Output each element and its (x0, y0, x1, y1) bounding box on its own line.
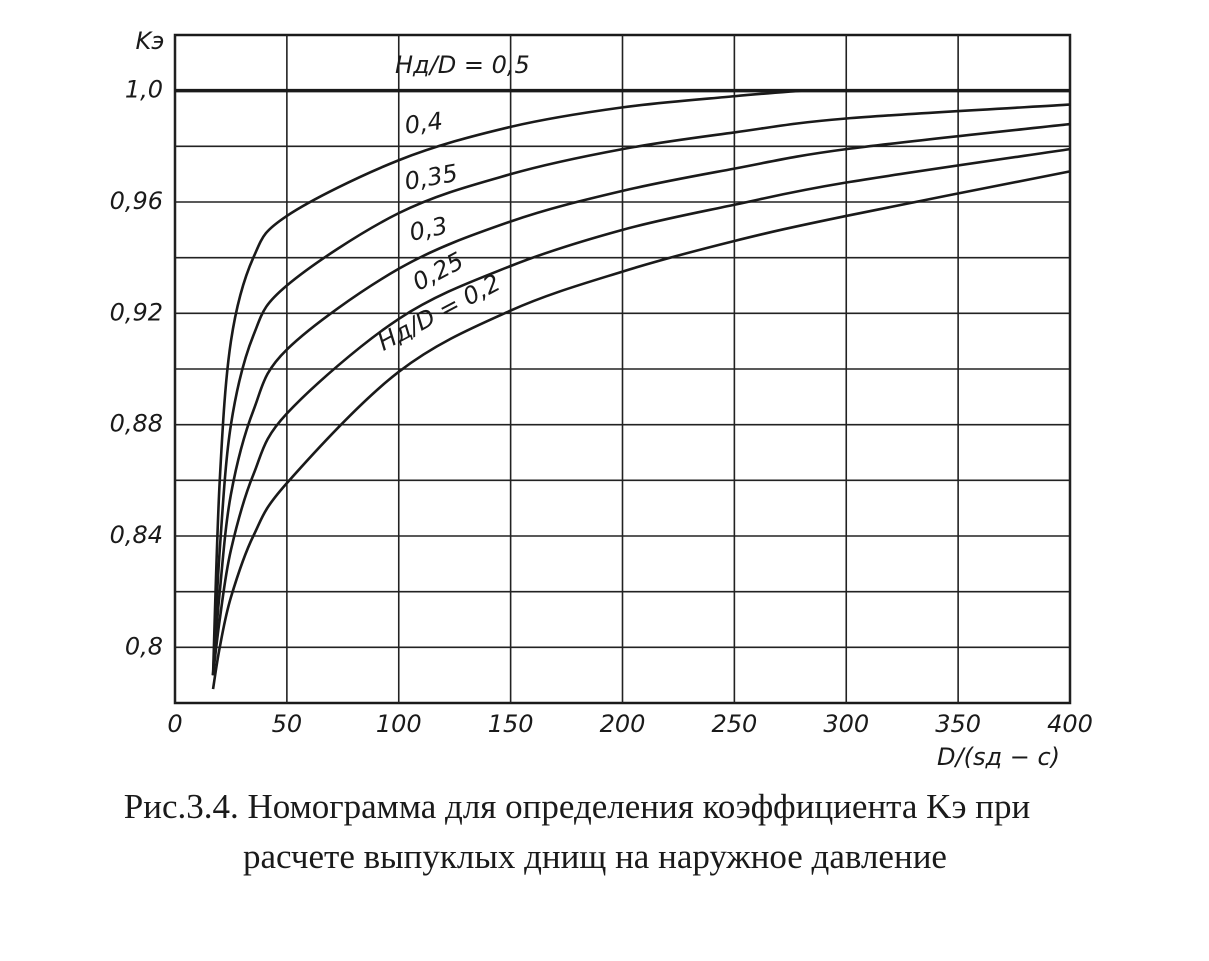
x-tick-label: 0 (167, 710, 182, 738)
x-tick-label: 200 (600, 710, 646, 738)
x-axis-label: D/(sд − c) (937, 743, 1060, 771)
y-axis-label: Kэ (136, 27, 165, 55)
curve-label: 0,4 (403, 107, 445, 140)
x-tick-label: 50 (272, 710, 303, 738)
curve (211, 170, 1071, 690)
x-tick-label: 400 (1047, 710, 1093, 738)
y-tick-label: 0,92 (110, 298, 163, 326)
caption-line: Рис.3.4. Номограмма для определения коэф… (124, 787, 1030, 826)
x-tick-label: 350 (935, 710, 981, 738)
y-tick-label: 0,96 (110, 187, 163, 215)
y-tick-label: 0,8 (125, 632, 163, 660)
y-tick-label: 0,88 (110, 410, 163, 438)
curve-label: Hд/D = 0,5 (395, 51, 530, 79)
y-tick-label: 1,0 (125, 76, 163, 104)
x-tick-label: 150 (488, 710, 534, 738)
y-tick-label: 0,84 (110, 521, 163, 549)
curve-label: 0,35 (402, 159, 459, 196)
curve-label: 0,3 (407, 211, 450, 246)
curve (211, 89, 802, 676)
curve (211, 147, 1071, 676)
curve (211, 103, 1071, 676)
curve (211, 122, 1071, 676)
x-tick-label: 300 (823, 710, 869, 738)
x-tick-label: 100 (376, 710, 422, 738)
x-tick-label: 250 (711, 710, 757, 738)
caption-line: расчете выпуклых днищ на наружное давлен… (243, 837, 947, 876)
